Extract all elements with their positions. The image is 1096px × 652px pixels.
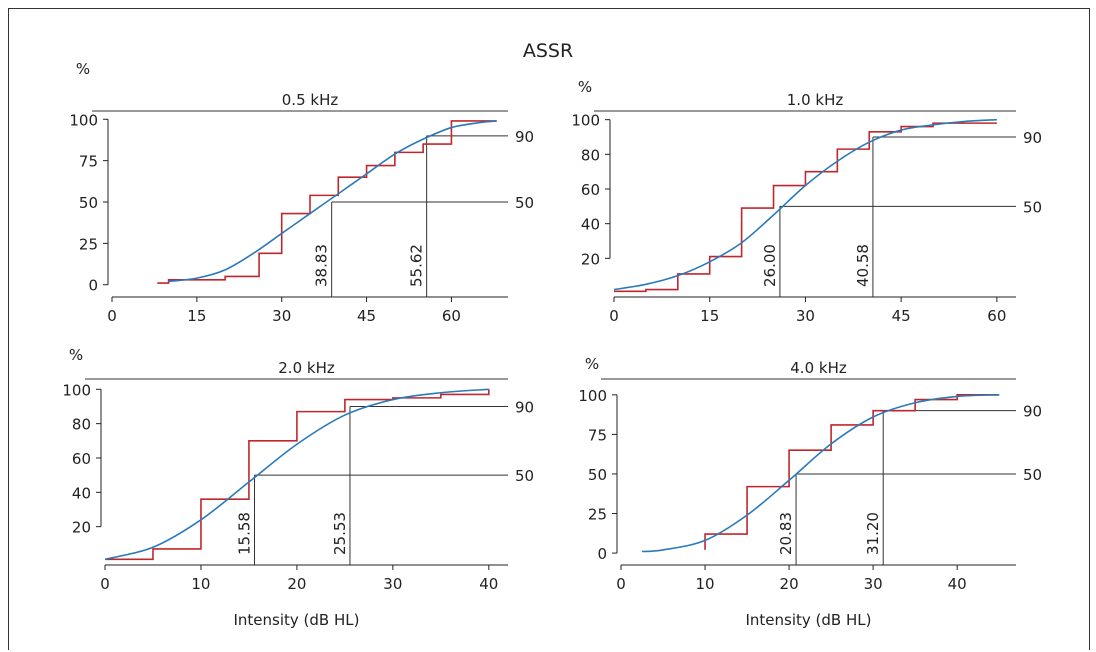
- reference-label: 90: [1023, 129, 1042, 147]
- y-tick-label: 20: [72, 519, 91, 537]
- x-tick-label: 10: [191, 575, 210, 593]
- y-tick-label: 25: [79, 235, 98, 253]
- x-tick-label: 10: [695, 575, 714, 593]
- threshold-label: 15.58: [235, 512, 253, 555]
- y-tick-label: 40: [581, 216, 600, 234]
- reference-label: 50: [1023, 466, 1042, 484]
- panel-title: 0.5 kHz: [282, 91, 339, 109]
- threshold-label: 26.00: [761, 244, 779, 287]
- x-tick-label: 30: [796, 307, 815, 325]
- step-series: [157, 120, 497, 284]
- panel-2-0-khz: 2.0 kHz% 20 40 60 80 100 0 10 20 30 40 Intensity (d…: [62, 346, 534, 629]
- step-series: [614, 122, 997, 293]
- x-tick-label: 0: [616, 575, 626, 593]
- fitted-curve: [641, 394, 1000, 553]
- y-tick-label: 0: [597, 545, 607, 563]
- x-tick-label: 0: [100, 575, 110, 593]
- y-tick-label: 20: [581, 250, 600, 268]
- y-tick-label: 75: [588, 426, 607, 444]
- panel-0-5-khz: 0.5 kHz% 0 25 50 75 100 0 15 30 45 60 38.83 55.62 50 9…: [69, 60, 534, 325]
- y-tick-label: 0: [88, 277, 98, 295]
- x-tick-label: 30: [383, 575, 402, 593]
- reference-label: 90: [515, 398, 534, 416]
- x-tick-label: 30: [272, 307, 291, 325]
- fitted-curve: [613, 118, 997, 291]
- y-tick-label: 50: [588, 466, 607, 484]
- step-series: [704, 394, 1000, 550]
- panel-1-0-khz: 1.0 kHz% 20 40 60 80 100 0 15 30 45 60 26.00 40.58 50…: [571, 78, 1042, 325]
- y-tick-label: 80: [581, 146, 600, 164]
- y-unit-label: %: [69, 346, 83, 364]
- x-axis-label: Intensity (dB HL): [746, 611, 872, 629]
- threshold-label: 25.53: [331, 512, 349, 555]
- y-tick-label: 80: [72, 416, 91, 434]
- x-tick-label: 60: [987, 307, 1006, 325]
- panel-4-0-khz: 4.0 kHz% 0 25 50 75 100 0 10 20 30 40 Intensity (dB…: [578, 355, 1042, 629]
- figure-title: ASSR: [522, 40, 574, 62]
- x-tick-label: 45: [357, 307, 376, 325]
- reference-label: 90: [1023, 403, 1042, 421]
- y-tick-label: 60: [581, 181, 600, 199]
- panel-title: 2.0 kHz: [278, 359, 335, 377]
- y-tick-label: 75: [79, 153, 98, 171]
- y-tick-label: 40: [72, 484, 91, 502]
- panel-title: 1.0 kHz: [787, 91, 844, 109]
- x-tick-label: 40: [479, 575, 498, 593]
- x-tick-label: 45: [892, 307, 911, 325]
- x-tick-label: 0: [609, 307, 619, 325]
- threshold-label: 38.83: [313, 244, 331, 287]
- figure-frame: [8, 8, 1090, 650]
- reference-label: 50: [1023, 198, 1042, 216]
- x-tick-label: 15: [187, 307, 206, 325]
- x-tick-label: 20: [287, 575, 306, 593]
- x-axis-label: Intensity (dB HL): [234, 611, 360, 629]
- threshold-label: 20.83: [777, 512, 795, 555]
- y-tick-label: 60: [72, 450, 91, 468]
- y-tick-label: 100: [578, 387, 607, 405]
- reference-label: 50: [515, 194, 534, 212]
- fitted-curve: [104, 388, 489, 561]
- x-tick-label: 20: [780, 575, 799, 593]
- step-series: [105, 389, 490, 561]
- y-tick-label: 50: [79, 194, 98, 212]
- y-unit-label: %: [76, 60, 90, 78]
- x-tick-label: 15: [700, 307, 719, 325]
- threshold-label: 40.58: [854, 244, 872, 287]
- y-tick-label: 100: [69, 111, 98, 129]
- reference-label: 90: [515, 128, 534, 146]
- y-unit-label: %: [585, 355, 599, 373]
- y-tick-label: 25: [588, 506, 607, 524]
- panel-title: 4.0 kHz: [790, 359, 847, 377]
- x-tick-label: 30: [864, 575, 883, 593]
- x-tick-label: 60: [442, 307, 461, 325]
- y-unit-label: %: [578, 78, 592, 96]
- y-tick-label: 100: [571, 112, 600, 130]
- x-tick-label: 40: [948, 575, 967, 593]
- reference-label: 50: [515, 467, 534, 485]
- x-tick-label: 0: [107, 307, 117, 325]
- threshold-label: 31.20: [864, 512, 882, 555]
- fitted-curve: [168, 120, 497, 283]
- y-tick-label: 100: [62, 381, 91, 399]
- threshold-label: 55.62: [408, 244, 426, 287]
